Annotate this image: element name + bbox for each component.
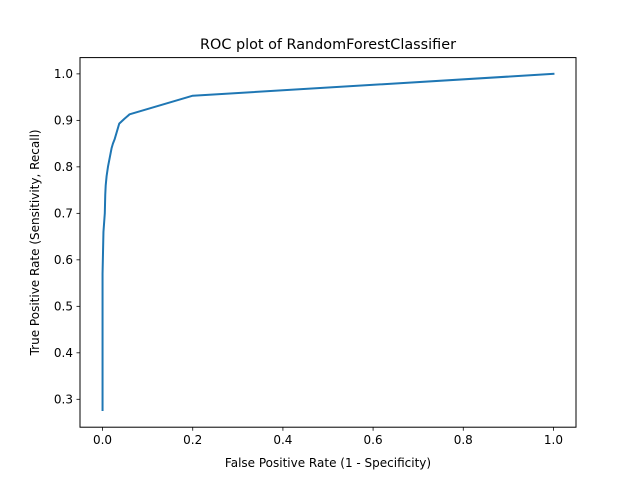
x-tick-label: 0.4 [273,433,292,447]
y-axis-ticks: 0.3 0.4 0.5 0.6 0.7 0.8 0.9 1.0 [54,67,80,407]
axes-frame [79,57,577,428]
x-tick-label: 0.6 [364,433,383,447]
y-tick-label: 0.3 [54,393,73,407]
x-tick-label: 0.2 [183,433,202,447]
plot-layer [101,72,555,411]
roc-curve-line [101,72,555,411]
y-tick-label: 0.9 [54,114,73,128]
x-axis-label: False Positive Rate (1 - Specificity) [225,456,431,470]
x-tick-label: 0.8 [454,433,473,447]
y-tick-label: 0.6 [54,253,73,267]
y-tick-label: 0.4 [54,346,73,360]
x-tick-label: 0.0 [93,433,112,447]
y-tick-label: 0.8 [54,160,73,174]
y-axis-label: True Positive Rate (Sensitivity, Recall) [28,129,42,356]
y-tick-label: 0.5 [54,300,73,314]
x-axis-ticks: 0.0 0.2 0.4 0.6 0.8 1.0 [93,427,563,447]
y-tick-label: 1.0 [54,67,73,81]
x-tick-label: 1.0 [544,433,563,447]
chart-title: ROC plot of RandomForestClassifier [200,37,456,53]
y-tick-label: 0.7 [54,207,73,221]
